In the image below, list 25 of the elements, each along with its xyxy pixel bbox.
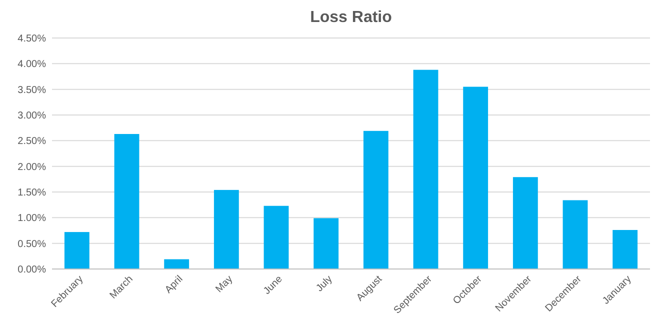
y-tick-label: 3.00% xyxy=(18,110,46,122)
y-tick-label: 4.50% xyxy=(18,34,46,44)
bar xyxy=(463,86,488,269)
y-tick-label: 4.00% xyxy=(18,59,46,70)
y-tick-label: 2.50% xyxy=(18,136,46,148)
chart-title: Loss Ratio xyxy=(310,9,392,26)
bar xyxy=(363,130,388,269)
x-tick-label: May xyxy=(214,274,236,295)
bar xyxy=(314,218,339,269)
bar xyxy=(164,259,190,269)
y-tick-label: 0.00% xyxy=(18,264,46,276)
bar xyxy=(214,190,239,269)
y-tick-label: 0.50% xyxy=(18,238,46,250)
bar xyxy=(512,177,538,269)
bar xyxy=(413,70,438,269)
y-tick-label: 2.00% xyxy=(18,162,46,173)
bar xyxy=(114,134,140,269)
bar xyxy=(612,230,638,269)
x-tick-label: July xyxy=(314,274,335,294)
y-tick-label: 1.00% xyxy=(18,213,46,224)
y-tick-label: 3.50% xyxy=(18,84,46,96)
bar xyxy=(562,200,588,269)
bar xyxy=(264,206,289,269)
bar xyxy=(64,232,90,269)
y-tick-label: 1.50% xyxy=(18,188,46,198)
